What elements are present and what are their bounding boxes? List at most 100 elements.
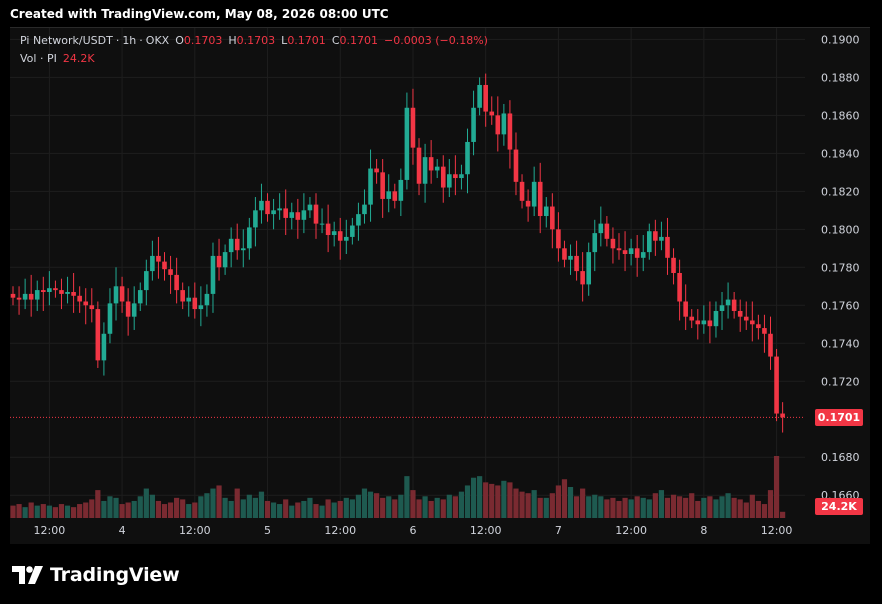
- candle-body: [586, 252, 591, 285]
- candle-body: [640, 252, 646, 258]
- volume-bar: [731, 497, 737, 518]
- volume-bar: [40, 504, 46, 518]
- volume-bar: [677, 496, 683, 518]
- volume-bar: [725, 493, 731, 518]
- price-tick-label: 0.1720: [821, 375, 860, 388]
- candle-body: [701, 320, 707, 325]
- volume-label[interactable]: Vol · PI: [20, 52, 57, 65]
- close-value: 0.1701: [339, 34, 379, 47]
- candle-body: [144, 271, 149, 291]
- candle-body: [756, 324, 761, 329]
- candlestick-chart[interactable]: 0.1900 0.1880 0.1860 0.1840 0.1820 0.1800 0.17…: [10, 28, 870, 544]
- candle-body: [616, 248, 622, 251]
- volume-bar: [216, 485, 222, 518]
- candle-body: [289, 212, 295, 218]
- volume-bar: [719, 496, 725, 518]
- chart-panel[interactable]: 0.1900 0.1880 0.1860 0.1840 0.1820 0.1800 0.17…: [10, 27, 870, 544]
- candle-body: [313, 204, 319, 224]
- volume-bar: [349, 499, 355, 518]
- volume-bar: [34, 505, 40, 518]
- high-label: H: [228, 34, 237, 47]
- volume-bar: [446, 494, 452, 518]
- volume-bar: [646, 499, 652, 518]
- volume-bar: [537, 497, 543, 518]
- time-tick-label: 12:00: [34, 524, 66, 537]
- candle-body: [89, 305, 95, 310]
- candle-body: [519, 181, 525, 201]
- candle-body: [125, 301, 131, 317]
- candle-body: [513, 149, 519, 182]
- candle-body: [113, 286, 119, 304]
- volume-bar: [470, 477, 477, 518]
- time-tick-label: 7: [555, 524, 562, 537]
- volume-bar: [422, 496, 428, 518]
- volume-bar: [355, 494, 362, 518]
- volume-bar: [543, 497, 549, 518]
- candle-body: [398, 179, 404, 201]
- candle-body: [41, 290, 46, 292]
- volume-bar: [628, 499, 634, 518]
- time-axis[interactable]: 12:00 4 12:00 5 12:00 6 12:00 7 12:00 8 12:00: [34, 524, 793, 537]
- candle-body: [307, 204, 313, 211]
- candle-body: [337, 231, 343, 241]
- volume-bar: [343, 497, 349, 518]
- volume-bar: [398, 494, 404, 518]
- volume-bar: [240, 499, 246, 518]
- candle-body: [216, 255, 222, 268]
- volume-bar: [616, 500, 622, 518]
- candle-body: [768, 333, 773, 357]
- volume-bar: [246, 494, 252, 518]
- volume-bar: [228, 500, 234, 518]
- volume-bar: [204, 493, 210, 518]
- candle-body: [77, 295, 82, 302]
- price-tick-label: 0.1860: [821, 109, 860, 122]
- price-tick-label: 0.1760: [821, 299, 860, 312]
- price-axis[interactable]: 0.1900 0.1880 0.1860 0.1840 0.1820 0.1800 0.17…: [821, 33, 860, 502]
- volume-bar: [458, 491, 465, 518]
- tradingview-logo[interactable]: TradingView: [12, 562, 180, 588]
- volume-bar: [113, 497, 119, 518]
- candle-body: [665, 236, 670, 258]
- candle-body: [695, 320, 701, 325]
- volume-bar: [367, 491, 374, 518]
- candle-body: [422, 157, 428, 184]
- volume-bar: [489, 483, 495, 518]
- candle-body: [204, 293, 210, 306]
- volume-bar: [749, 494, 755, 518]
- candle-body: [150, 255, 155, 272]
- candle-body: [543, 206, 549, 217]
- candle-body: [28, 293, 34, 300]
- candle-body: [653, 231, 658, 241]
- volume-bar: [380, 497, 386, 518]
- volume-bar: [58, 504, 65, 518]
- interval-label[interactable]: 1h: [122, 34, 137, 47]
- volume-bar: [186, 504, 192, 518]
- candle-body: [53, 288, 58, 291]
- volume-bar: [640, 497, 646, 518]
- volume-bar: [561, 479, 568, 518]
- candle-body: [380, 172, 385, 199]
- volume-bar: [52, 507, 59, 518]
- candle-body: [16, 297, 22, 300]
- candle-body: [556, 229, 561, 249]
- candle-body: [101, 333, 107, 361]
- volume-bar: [737, 499, 743, 518]
- time-tick-label: 12:00: [470, 524, 502, 537]
- symbol-name[interactable]: Pi Network/USDT: [20, 34, 113, 47]
- volume-bar: [410, 490, 416, 518]
- candle-body: [743, 316, 749, 321]
- volume-bar: [428, 500, 434, 518]
- volume-bar: [519, 491, 525, 518]
- volume-bar: [592, 494, 598, 518]
- candle-body: [507, 113, 513, 150]
- volume-bar: [695, 500, 701, 518]
- candles: [10, 73, 785, 433]
- candle-body: [434, 166, 440, 171]
- time-tick-label: 4: [119, 524, 126, 537]
- candle-body: [34, 290, 40, 300]
- volume-bar: [95, 490, 101, 518]
- candle-body: [107, 303, 113, 334]
- candle-body: [180, 290, 185, 302]
- tradingview-logo-icon: [12, 566, 43, 584]
- low-value: 0.1701: [287, 34, 326, 47]
